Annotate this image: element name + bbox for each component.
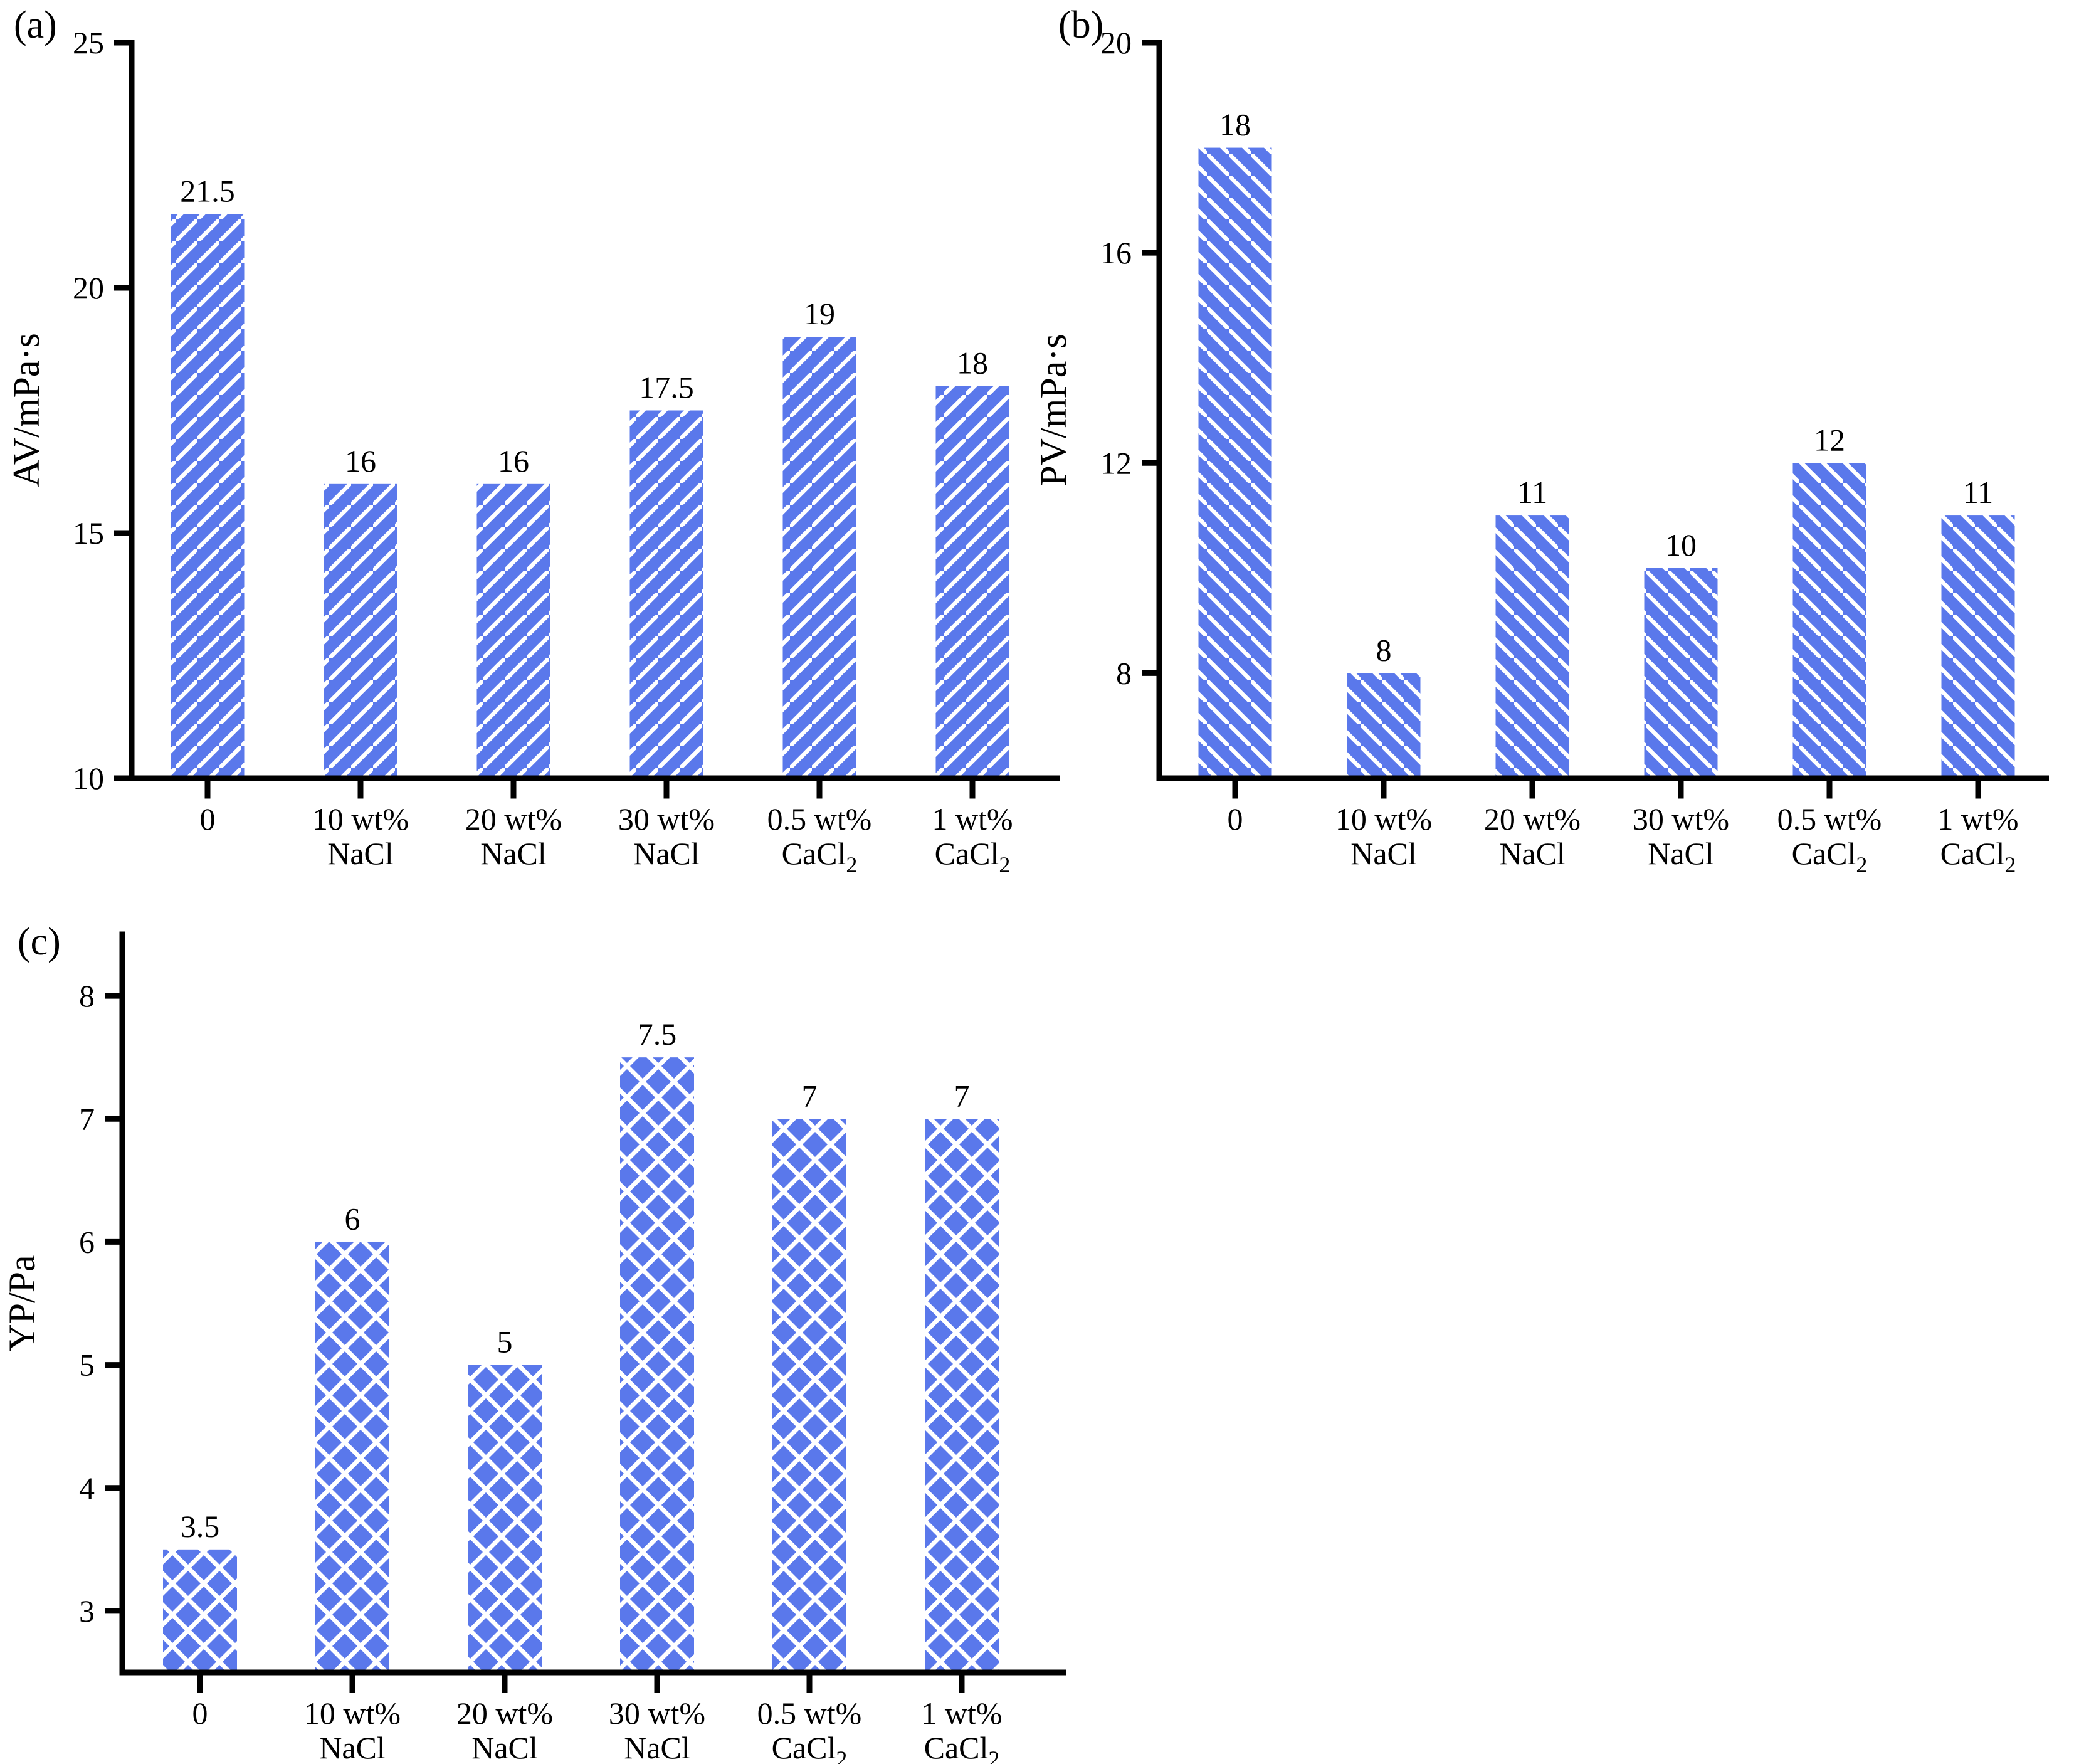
- x-tick-label: 1 wt%: [1937, 801, 2018, 837]
- bar-value-label: 12: [1814, 422, 1845, 457]
- bar: [1198, 147, 1272, 779]
- bar: [171, 214, 245, 778]
- panel-label: (b): [1058, 4, 1103, 46]
- x-tick-label: 10 wt%: [312, 801, 409, 837]
- x-tick-label: 1 wt%: [921, 1696, 1002, 1731]
- x-tick-label-line2: NaCl: [327, 836, 394, 871]
- bar-value-label: 6: [345, 1201, 361, 1236]
- bar-value-label: 18: [957, 345, 988, 380]
- bar: [772, 1119, 846, 1672]
- bar-value-label: 16: [498, 443, 529, 478]
- x-tick-label: 0.5 wt%: [1777, 801, 1882, 837]
- x-tick-label: 20 wt%: [465, 801, 562, 837]
- x-tick-label-line2: CaCl2: [1940, 836, 2016, 877]
- panel-label: (a): [14, 4, 57, 46]
- y-tick-label: 15: [73, 515, 104, 551]
- bar-value-label: 7.5: [638, 1017, 677, 1052]
- y-tick-label: 25: [73, 25, 104, 60]
- x-tick-label-line2: CaCl2: [924, 1730, 1000, 1764]
- y-tick-label: 20: [1100, 25, 1132, 60]
- x-tick-label: 0: [1228, 801, 1243, 837]
- bar: [163, 1549, 237, 1672]
- x-tick-label-line2: NaCl: [471, 1730, 538, 1764]
- x-tick-label-line2: NaCl: [624, 1730, 690, 1764]
- y-tick-label: 8: [1116, 655, 1132, 690]
- x-tick-label-line2: CaCl2: [1792, 836, 1868, 877]
- y-tick-label: 20: [73, 270, 104, 305]
- x-tick-label-line2: CaCl2: [935, 836, 1011, 877]
- bar-value-label: 17.5: [639, 370, 694, 405]
- bar: [315, 1242, 389, 1672]
- x-tick-label-line2: NaCl: [1648, 836, 1714, 871]
- bar-value-label: 7: [954, 1078, 970, 1113]
- x-tick-label: 0: [192, 1696, 208, 1731]
- x-tick-label: 0.5 wt%: [757, 1696, 862, 1731]
- y-tick-label: 6: [79, 1224, 95, 1259]
- panel-label: (c): [18, 921, 61, 963]
- x-tick-label: 30 wt%: [618, 801, 715, 837]
- y-axis-title: PV/mPa·s: [1033, 334, 1074, 486]
- x-tick-label: 0.5 wt%: [767, 801, 872, 837]
- bar: [1941, 515, 2015, 778]
- x-tick-label: 1 wt%: [932, 801, 1013, 837]
- y-tick-label: 3: [79, 1593, 95, 1629]
- bar: [468, 1365, 542, 1672]
- bar-value-label: 21.5: [180, 174, 235, 209]
- bar-value-label: 11: [1517, 475, 1547, 510]
- x-tick-label-line2: NaCl: [319, 1730, 386, 1764]
- x-tick-label: 20 wt%: [1484, 801, 1581, 837]
- x-tick-label: 10 wt%: [1335, 801, 1432, 837]
- y-tick-label: 7: [79, 1101, 95, 1136]
- x-tick-label: 30 wt%: [1633, 801, 1729, 837]
- bar: [476, 483, 550, 778]
- y-tick-label: 4: [79, 1471, 95, 1506]
- bar-value-label: 16: [345, 443, 376, 478]
- bar-value-label: 10: [1665, 527, 1697, 562]
- bar-value-label: 19: [804, 296, 835, 331]
- bar-value-label: 18: [1219, 107, 1251, 142]
- x-tick-label: 30 wt%: [609, 1696, 705, 1731]
- x-tick-label-line2: NaCl: [1350, 836, 1417, 871]
- x-tick-label-line2: CaCl2: [782, 836, 858, 877]
- x-tick-label-line2: NaCl: [633, 836, 700, 871]
- bar-value-label: 5: [497, 1324, 513, 1360]
- y-tick-label: 16: [1100, 235, 1132, 270]
- x-tick-label: 20 wt%: [456, 1696, 553, 1731]
- bar: [1792, 463, 1866, 778]
- y-axis-title: AV/mPa·s: [6, 333, 47, 487]
- y-tick-label: 12: [1100, 445, 1132, 480]
- x-tick-label: 0: [200, 801, 216, 837]
- bar-value-label: 3.5: [181, 1509, 220, 1544]
- bar: [629, 410, 703, 778]
- bar: [620, 1057, 694, 1672]
- bar: [935, 386, 1009, 778]
- bar: [1347, 673, 1421, 778]
- y-tick-label: 5: [79, 1348, 95, 1383]
- x-tick-label: 10 wt%: [304, 1696, 401, 1731]
- bar: [925, 1119, 999, 1672]
- bar: [324, 483, 397, 778]
- x-tick-label-line2: NaCl: [480, 836, 547, 871]
- y-tick-label: 8: [79, 978, 95, 1013]
- bar-value-label: 8: [1376, 632, 1392, 667]
- x-tick-label-line2: CaCl2: [772, 1730, 848, 1764]
- bar: [782, 337, 856, 778]
- bar-value-label: 11: [1963, 475, 1993, 510]
- bar: [1495, 515, 1569, 778]
- y-tick-label: 10: [73, 761, 104, 796]
- y-axis-title: YP/Pa: [1, 1255, 43, 1351]
- bar-value-label: 7: [802, 1078, 818, 1113]
- bar: [1644, 568, 1718, 778]
- x-tick-label-line2: NaCl: [1499, 836, 1566, 871]
